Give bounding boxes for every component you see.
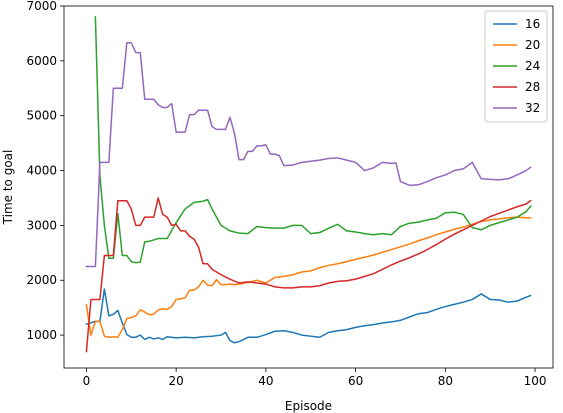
x-axis-label: Episode xyxy=(285,399,332,413)
legend-label-16: 16 xyxy=(525,17,540,31)
y-tick-label: 4000 xyxy=(26,164,57,178)
x-tick-label: 40 xyxy=(258,374,273,388)
x-tick-label: 20 xyxy=(169,374,184,388)
x-tick-label: 100 xyxy=(524,374,547,388)
legend-label-20: 20 xyxy=(525,38,540,52)
legend-label-24: 24 xyxy=(525,59,540,73)
series-line-20 xyxy=(85,216,532,339)
legend-label-28: 28 xyxy=(525,80,540,94)
x-tick-label: 60 xyxy=(348,374,363,388)
y-tick-label: 3000 xyxy=(26,218,57,232)
series-line-16 xyxy=(85,288,532,344)
y-tick-label: 7000 xyxy=(26,0,57,13)
y-tick-label: 5000 xyxy=(26,109,57,123)
y-axis-label: Time to goal xyxy=(1,150,15,226)
x-tick-label: 0 xyxy=(83,374,91,388)
series-line-32 xyxy=(85,42,532,268)
legend-label-32: 32 xyxy=(525,101,540,115)
plot-frame xyxy=(63,5,554,369)
series-line-28 xyxy=(85,197,532,353)
series-line-24 xyxy=(94,16,532,264)
y-tick-label: 1000 xyxy=(26,328,57,342)
y-tick-label: 2000 xyxy=(26,273,57,287)
y-tick-label: 6000 xyxy=(26,54,57,68)
x-tick-label: 80 xyxy=(438,374,453,388)
